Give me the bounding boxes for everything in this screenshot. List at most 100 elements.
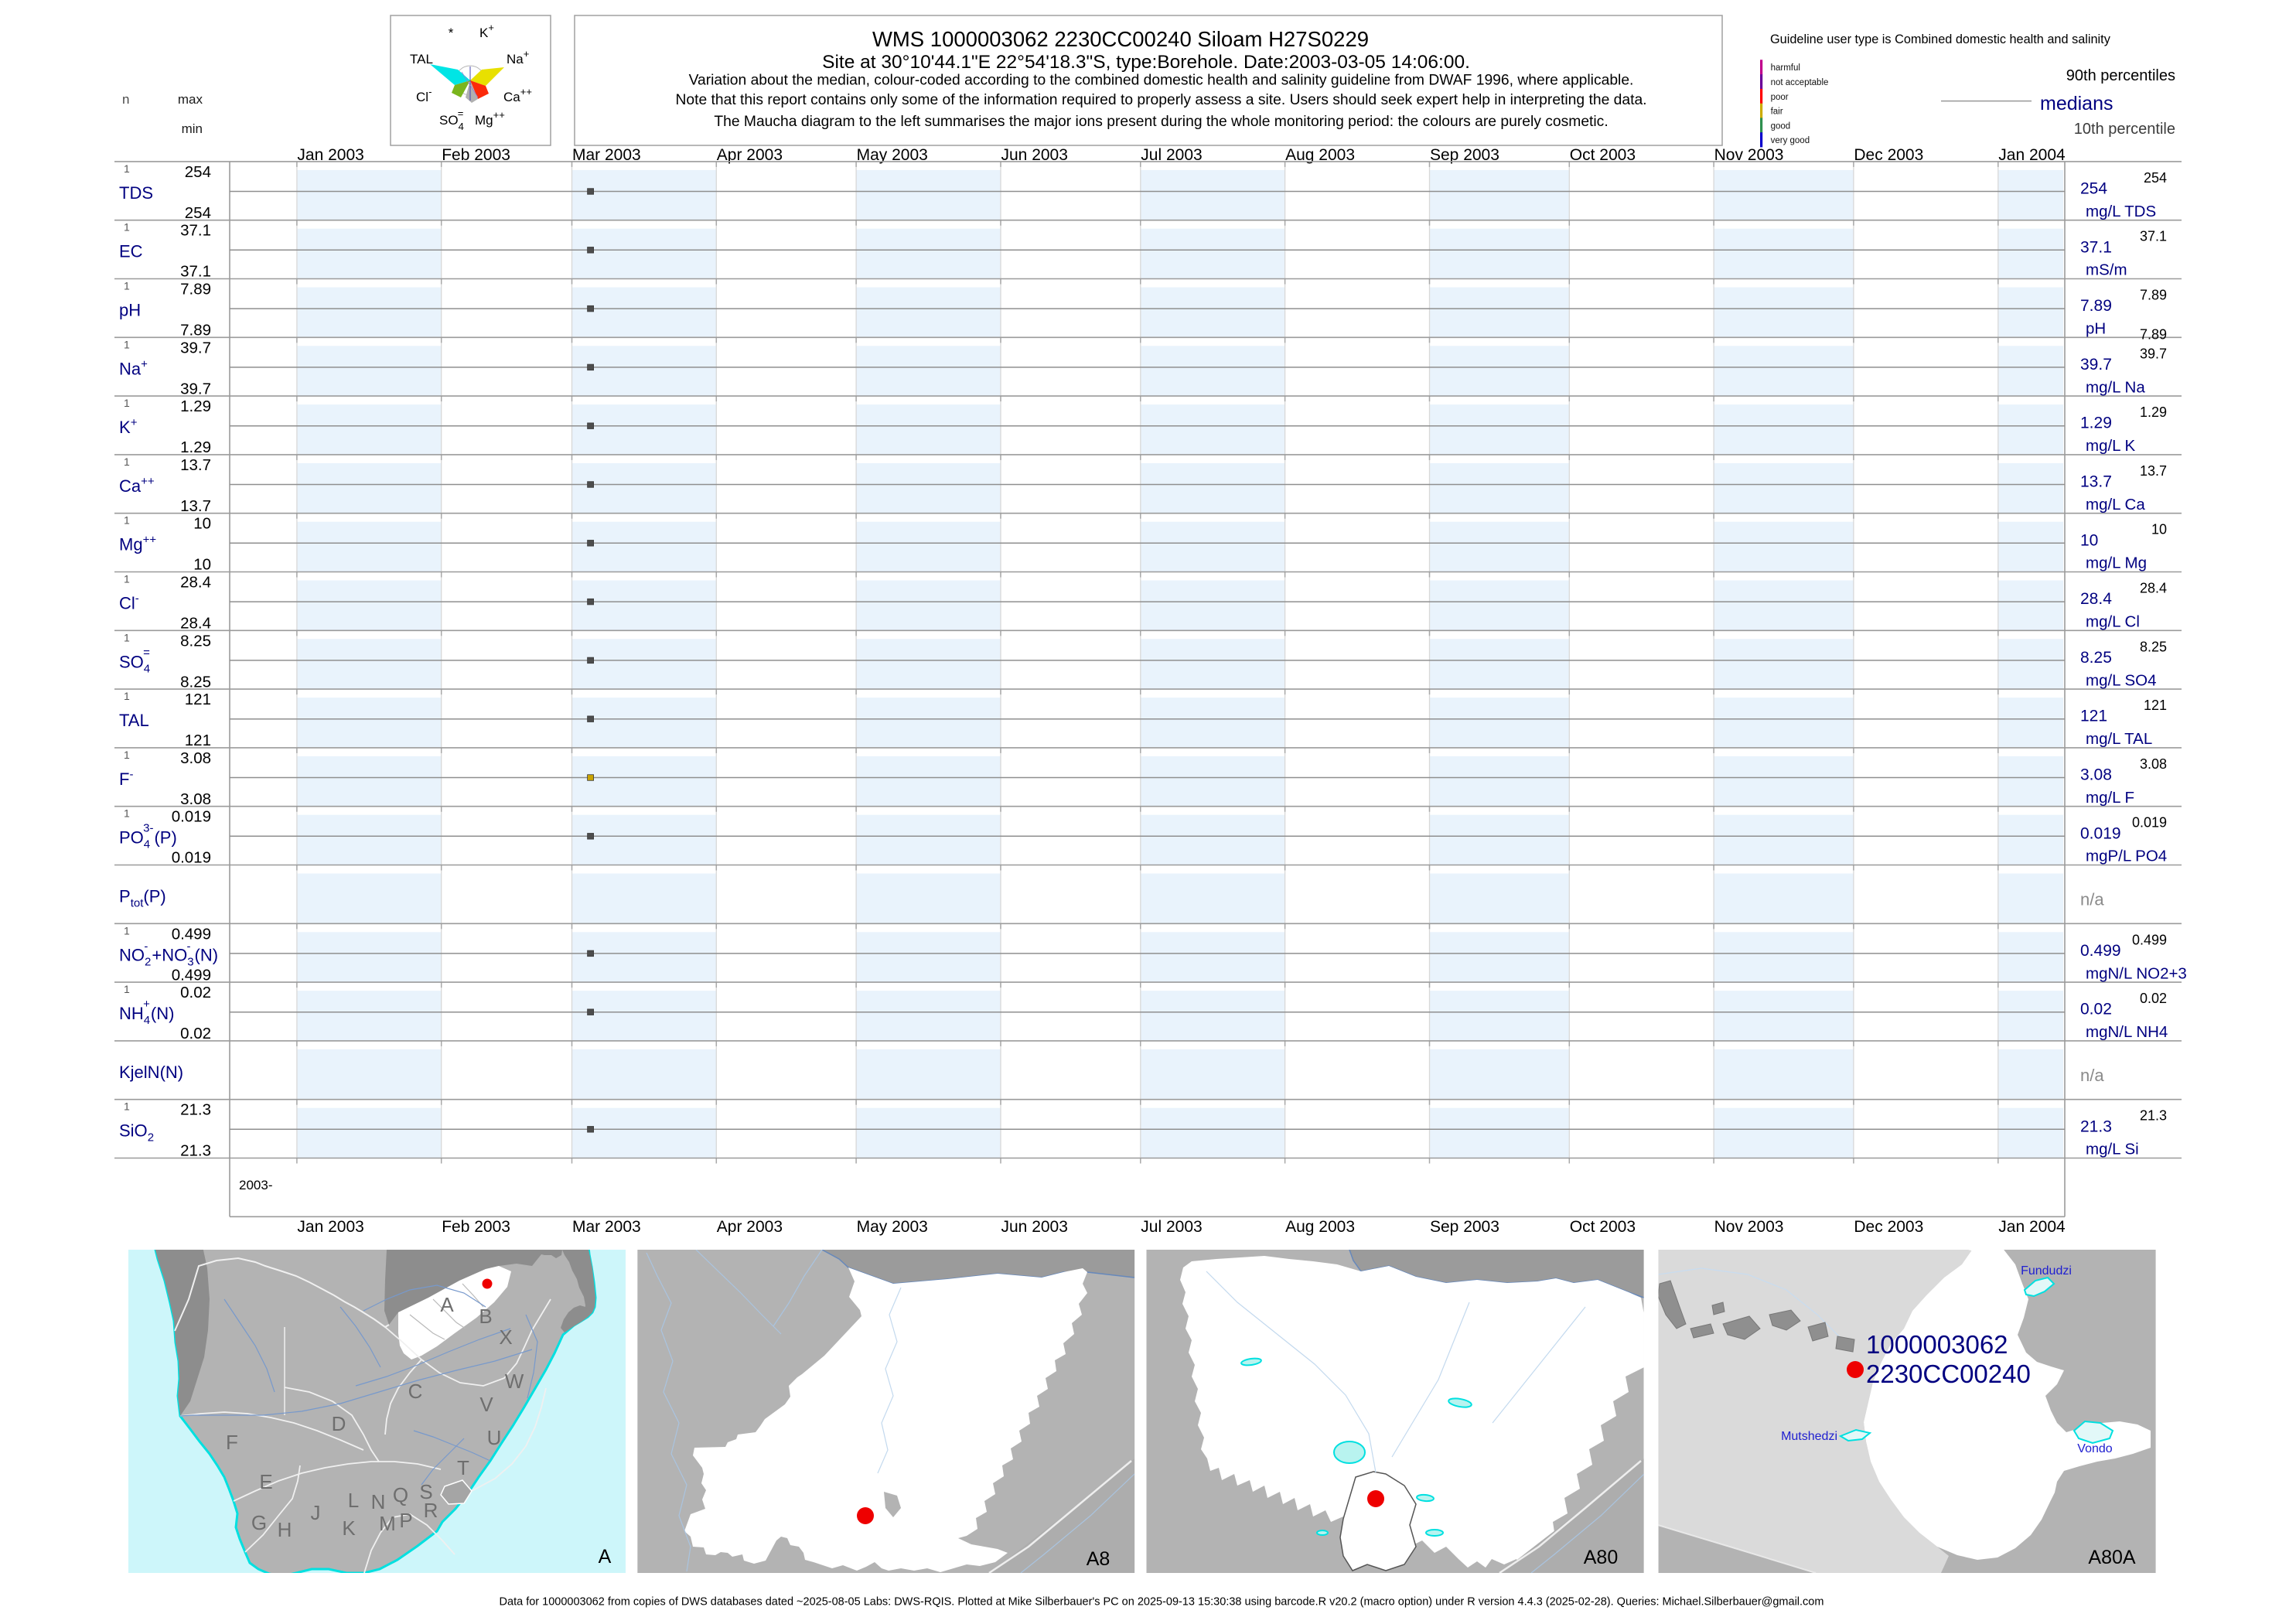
svg-text:0.019: 0.019 <box>172 808 211 826</box>
svg-text:21.3: 21.3 <box>180 1101 211 1119</box>
svg-text:28.4: 28.4 <box>2140 581 2167 596</box>
svg-text:10: 10 <box>2151 522 2167 537</box>
svg-text:13.7: 13.7 <box>2140 463 2167 479</box>
svg-text:NH4+(N): NH4+(N) <box>119 998 174 1027</box>
svg-text:X: X <box>499 1325 512 1349</box>
svg-text:1: 1 <box>124 573 130 585</box>
svg-text:39.7: 39.7 <box>180 380 211 397</box>
svg-text:Jan 2003: Jan 2003 <box>297 146 363 164</box>
svg-text:13.7: 13.7 <box>2080 473 2112 491</box>
svg-text:1: 1 <box>124 1100 130 1113</box>
svg-text:1: 1 <box>124 514 130 527</box>
svg-text:May 2003: May 2003 <box>857 1218 928 1236</box>
svg-text:n/a: n/a <box>2080 1066 2104 1085</box>
svg-text:121: 121 <box>185 691 211 708</box>
svg-text:8.25: 8.25 <box>180 673 211 691</box>
svg-text:K: K <box>342 1517 356 1540</box>
svg-text:T: T <box>457 1456 469 1479</box>
svg-text:Variation about the median, c: Variation about the median, colour-coded… <box>689 72 1634 88</box>
svg-text:7.89: 7.89 <box>2080 297 2112 315</box>
svg-text:NO2-+NO3-(N): NO2- +NO3- (N) <box>119 940 218 968</box>
svg-text:Sep 2003: Sep 2003 <box>1430 146 1499 164</box>
svg-text:Aug 2003: Aug 2003 <box>1285 1218 1355 1236</box>
svg-text:39.7: 39.7 <box>180 339 211 357</box>
svg-text:37.1: 37.1 <box>2080 238 2112 256</box>
svg-text:mg/L Mg: mg/L Mg <box>2086 554 2147 572</box>
svg-text:Ptot(P): Ptot(P) <box>119 887 166 910</box>
svg-text:1.29: 1.29 <box>2080 415 2112 432</box>
svg-text:n: n <box>122 92 129 107</box>
svg-text:Jul 2003: Jul 2003 <box>1141 1218 1202 1236</box>
svg-text:1: 1 <box>124 924 130 937</box>
svg-text:8.25: 8.25 <box>2080 649 2112 667</box>
svg-text:fair: fair <box>1771 107 1783 117</box>
svg-text:1: 1 <box>124 690 130 702</box>
svg-text:39.7: 39.7 <box>2080 356 2112 374</box>
svg-text:A: A <box>440 1293 454 1316</box>
svg-text:90th percentiles: 90th percentiles <box>2066 67 2175 84</box>
svg-text:7.89: 7.89 <box>180 322 211 339</box>
svg-text:1: 1 <box>124 338 130 350</box>
svg-text:13.7: 13.7 <box>180 497 211 515</box>
svg-text:1: 1 <box>124 221 130 234</box>
svg-text:121: 121 <box>2144 698 2167 713</box>
svg-text:A: A <box>599 1546 612 1568</box>
svg-text:28.4: 28.4 <box>2080 590 2112 608</box>
svg-text:mg/L TAL: mg/L TAL <box>2086 730 2152 748</box>
svg-text:254: 254 <box>2144 170 2167 186</box>
svg-text:mg/L F: mg/L F <box>2086 789 2134 807</box>
svg-text:Sep 2003: Sep 2003 <box>1430 1218 1499 1236</box>
svg-text:1000003062: 1000003062 <box>1866 1330 2008 1359</box>
svg-text:K+: K+ <box>119 416 138 437</box>
svg-text:Apr 2003: Apr 2003 <box>717 146 783 164</box>
svg-text:Feb 2003: Feb 2003 <box>442 146 510 164</box>
svg-text:A8: A8 <box>1087 1548 1110 1570</box>
svg-text:Jul 2003: Jul 2003 <box>1141 146 1202 164</box>
svg-text:10: 10 <box>193 515 211 533</box>
svg-text:G: G <box>251 1511 267 1534</box>
svg-text:0.019: 0.019 <box>2132 815 2167 831</box>
svg-text:1: 1 <box>124 397 130 409</box>
svg-text:E: E <box>259 1470 272 1493</box>
svg-text:medians: medians <box>2040 93 2113 114</box>
svg-text:1.29: 1.29 <box>2140 404 2167 420</box>
svg-text:Jun 2003: Jun 2003 <box>1001 146 1068 164</box>
svg-text:Jun 2003: Jun 2003 <box>1001 1218 1068 1236</box>
svg-text:n/a: n/a <box>2080 890 2104 909</box>
svg-text:Jan 2004: Jan 2004 <box>1998 146 2066 164</box>
svg-text:0.019: 0.019 <box>2080 824 2121 842</box>
svg-text:0.02: 0.02 <box>2140 991 2167 1006</box>
svg-text:21.3: 21.3 <box>180 1142 211 1160</box>
svg-text:mgN/L NH4: mgN/L NH4 <box>2086 1023 2168 1041</box>
svg-text:1: 1 <box>124 749 130 761</box>
svg-text:H: H <box>278 1518 292 1541</box>
svg-text:A80A: A80A <box>2088 1547 2135 1568</box>
svg-text:very good: very good <box>1771 136 1810 145</box>
svg-text:Nov 2003: Nov 2003 <box>1714 146 1784 164</box>
svg-text:min: min <box>182 121 203 136</box>
svg-text:37.1: 37.1 <box>180 222 211 240</box>
svg-text:W: W <box>505 1370 524 1393</box>
svg-text:1: 1 <box>124 280 130 292</box>
svg-text:J: J <box>311 1501 321 1524</box>
svg-text:1: 1 <box>124 807 130 820</box>
svg-text:7.89: 7.89 <box>2140 326 2167 342</box>
svg-text:121: 121 <box>185 732 211 749</box>
svg-text:not acceptable: not acceptable <box>1771 78 1829 87</box>
svg-text:13.7: 13.7 <box>180 456 211 474</box>
svg-text:Feb 2003: Feb 2003 <box>442 1218 510 1236</box>
svg-text:10: 10 <box>2080 531 2098 549</box>
svg-text:M: M <box>379 1512 396 1535</box>
svg-text:May 2003: May 2003 <box>857 146 928 164</box>
svg-text:Oct 2003: Oct 2003 <box>1570 1218 1636 1236</box>
svg-text:0.02: 0.02 <box>180 1025 211 1042</box>
svg-text:mg/L Cl: mg/L Cl <box>2086 613 2140 631</box>
svg-text:Guideline user type is Combine: Guideline user type is Combined domestic… <box>1770 32 2111 46</box>
svg-text:mg/L Na: mg/L Na <box>2086 378 2145 396</box>
svg-text:SO4=: SO4= <box>119 646 150 675</box>
svg-text:8.25: 8.25 <box>180 632 211 650</box>
svg-text:pH: pH <box>119 301 141 320</box>
svg-text:A80: A80 <box>1584 1547 1618 1568</box>
svg-text:TDS: TDS <box>119 183 153 203</box>
svg-text:1: 1 <box>124 983 130 995</box>
